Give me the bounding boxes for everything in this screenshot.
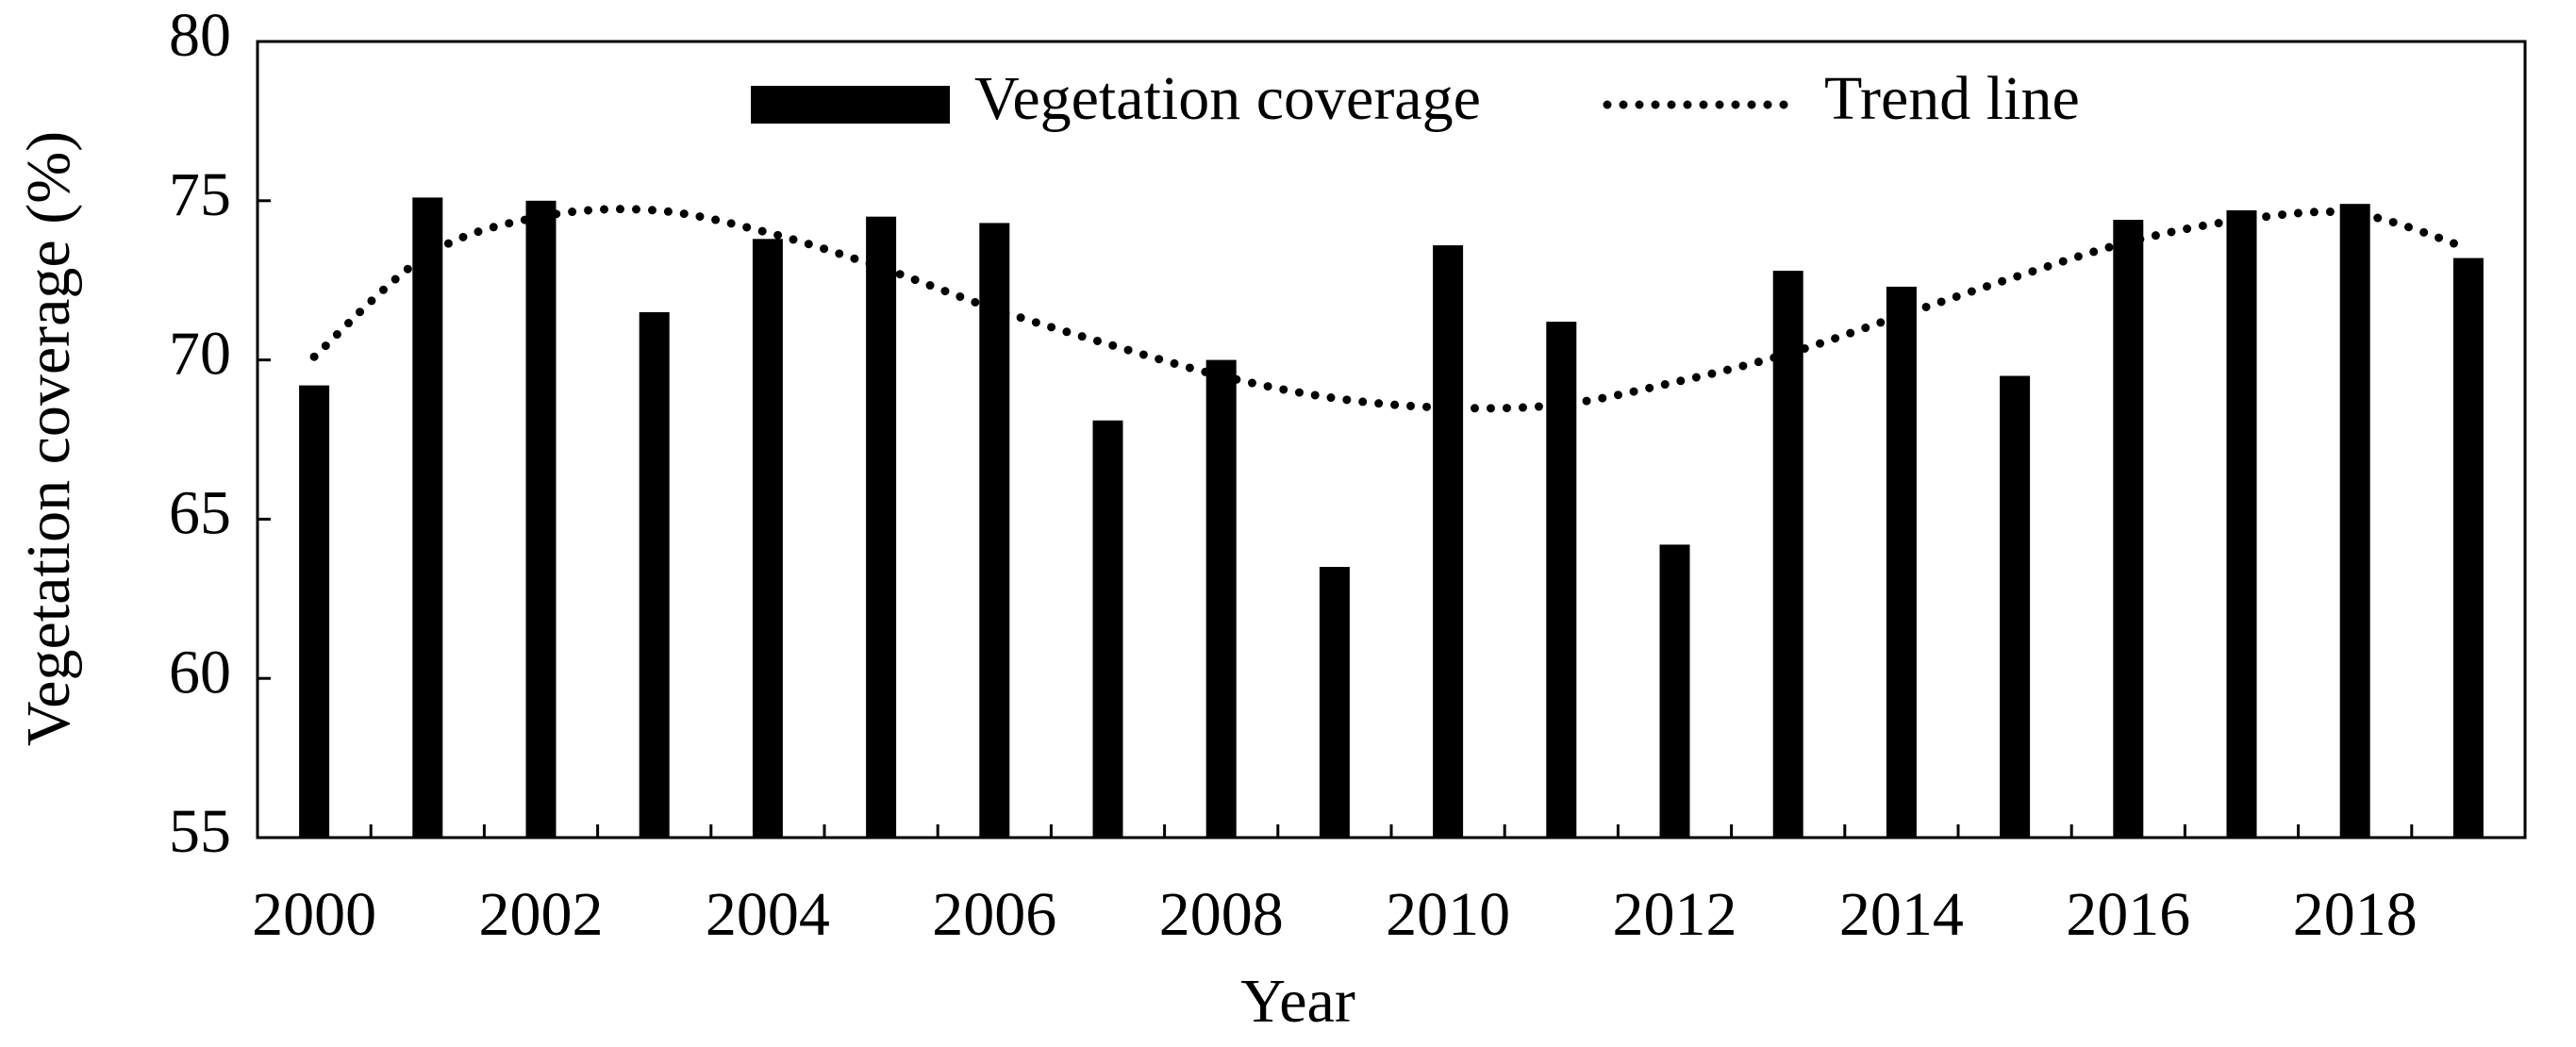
bar [412,197,443,838]
bar [979,223,1010,838]
bar [2113,220,2144,838]
bar [2452,258,2484,838]
bar [1772,271,1803,838]
bar [1205,359,1237,838]
x-tick-label: 2006 [932,880,1056,949]
x-tick-label: 2004 [706,880,830,949]
bar [1659,544,1690,838]
bar [1092,420,1123,838]
bar [525,200,557,839]
bar [1433,245,1464,839]
bar [1319,567,1350,838]
bar [639,311,670,839]
x-tick-label: 2012 [1613,880,1737,949]
bar [2226,209,2257,839]
y-tick-label: 55 [169,797,231,866]
y-tick-label: 60 [169,638,231,706]
x-tick-label: 2010 [1386,880,1510,949]
trend-line [309,205,2473,413]
bar [1886,286,1917,838]
y-tick-label: 70 [169,320,231,389]
x-tick-label: 2016 [2066,880,2190,949]
y-tick-label: 80 [169,1,231,70]
x-tick-label: 2008 [1159,880,1284,949]
y-tick-label: 75 [169,160,231,229]
x-tick-label: 2002 [479,880,604,949]
bar [2000,375,2031,838]
bar [299,385,330,838]
x-tick-label: 2000 [252,880,376,949]
bar [1546,322,1577,838]
legend-label: Vegetation coverage [974,64,1481,133]
legend-label: Trend line [1824,64,2080,133]
x-tick-label: 2018 [2293,880,2418,949]
y-tick-label: 65 [169,479,231,548]
bar [866,216,897,838]
legend-swatch [751,86,950,124]
plot-frame [256,40,2527,839]
x-tick-label: 2014 [1839,880,1964,949]
bar [2339,204,2370,838]
y-axis-label: Vegetation coverage (%) [14,131,83,746]
bar [752,239,783,838]
x-axis-label: Year [1240,967,1355,1036]
